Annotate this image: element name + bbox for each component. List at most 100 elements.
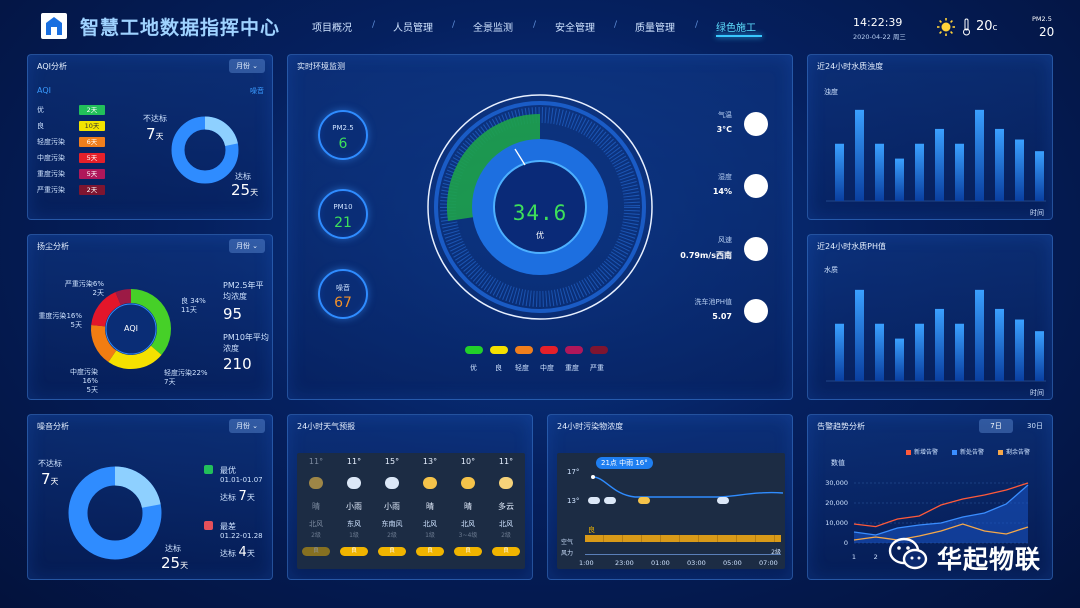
- pm25-circle: PM2.5 6: [318, 110, 368, 160]
- dust-slice: [115, 289, 132, 306]
- donut-center-label: AQI: [124, 324, 138, 333]
- rain-icon: [347, 477, 361, 489]
- slice-pct-moderate: 16%: [82, 377, 98, 385]
- forecast-column: 11° 晴北风 2级良: [299, 453, 333, 569]
- bar: [915, 323, 924, 381]
- x-axis-label: 时间: [1030, 389, 1044, 397]
- wind-row-line: [585, 554, 781, 555]
- wind-value: 0.79m/s西南: [680, 251, 732, 260]
- legend-swatch: [590, 346, 608, 354]
- ok-days: 25: [231, 181, 251, 199]
- forecast-column: 15° 小雨 东南风 2级良: [375, 453, 409, 569]
- ok-label: 达标: [235, 172, 251, 181]
- bar: [995, 128, 1004, 201]
- day-unit: 天: [155, 132, 164, 141]
- gauge-level: 优: [536, 231, 544, 240]
- temperature-line: [591, 475, 783, 498]
- aqi-label: AQI: [37, 86, 51, 95]
- header-pm25-value: 20: [1039, 25, 1055, 39]
- dust-slice: [91, 292, 122, 327]
- day-unit: 天: [50, 477, 59, 486]
- tooltip: 21点 中雨 16°: [596, 457, 653, 469]
- forecast-wind-dir: 东风: [347, 520, 361, 528]
- nav-tab-green[interactable]: 绿色施工: [716, 23, 756, 34]
- month-select-label: 月份: [236, 422, 251, 430]
- time-label: 23:00: [615, 559, 634, 567]
- forecast-temp: 15°: [384, 457, 400, 466]
- bar: [895, 338, 904, 381]
- forecast-wind-dir: 北风: [461, 520, 475, 528]
- turbidity-bar-chart: [826, 109, 1046, 202]
- moon-icon: [309, 477, 323, 489]
- rain-icon: [588, 497, 600, 504]
- legend-label: 中度: [540, 364, 554, 372]
- month-select[interactable]: 月份 ⌄: [229, 239, 265, 253]
- alarm-line-chart: 30,000 20,000 10,000 01 2: [825, 479, 1029, 561]
- clock-date: 2020-04-22 周三: [853, 33, 906, 41]
- tab-7d[interactable]: 7日: [979, 419, 1013, 433]
- bar: [835, 323, 844, 381]
- legend-label: 剩余告警: [1006, 449, 1031, 456]
- moon-icon: [423, 477, 437, 489]
- best-range: 01.01-01.07: [220, 476, 263, 484]
- nav-tab-personnel[interactable]: 人员管理: [393, 23, 433, 34]
- bar: [1035, 151, 1044, 201]
- logo: [41, 13, 67, 39]
- nav-separator: /: [452, 20, 456, 30]
- slice-pct-light: 22%: [192, 369, 208, 377]
- thermometer-icon: [962, 18, 971, 40]
- forecast-weather: 晴: [464, 502, 472, 511]
- forecast-column: 13° 晴北风 1级良: [413, 453, 447, 569]
- noise-panel: 噪音分析 月份 ⌄ 不达标 7天 达标 25天 最优 01.01-01.07 达标…: [27, 414, 273, 580]
- time-label: 05:00: [723, 559, 742, 567]
- forecast-box: 11° 晴北风 2级良 11° 小雨 东风 1级良 15° 小雨 东南风 2级良 13° 晴北风 1级良 1…: [297, 453, 525, 569]
- nav-tab-overview[interactable]: 项目概况: [312, 23, 352, 34]
- forecast-wind-level: 2级: [311, 532, 321, 539]
- not-ok-days: 7: [41, 470, 51, 488]
- month-select[interactable]: 月份 ⌄: [229, 419, 265, 433]
- gauge-value: 34.6: [512, 201, 568, 225]
- car-wash-icon: [744, 299, 768, 323]
- month-select[interactable]: 月份 ⌄: [229, 59, 265, 73]
- slice-label-severe: 严重污染: [64, 280, 93, 288]
- nav-tab-monitoring[interactable]: 全景监测: [473, 23, 513, 34]
- page-title: 智慧工地数据指挥中心: [80, 17, 281, 39]
- aqi-level-name: 严重污染: [37, 186, 65, 194]
- forecast-weather: 晴: [312, 502, 320, 511]
- y-tick-low: 13°: [567, 497, 580, 505]
- legend-label: 新增告警: [914, 449, 939, 456]
- wind-row-value: 2级: [771, 549, 781, 556]
- chevron-down-icon: ⌄: [252, 62, 258, 70]
- aqi-badge: 良: [492, 547, 520, 556]
- bar: [955, 143, 964, 201]
- tab-30d[interactable]: 30日: [1027, 422, 1043, 430]
- aqi-gauge: [427, 94, 653, 320]
- y-axis-label: 数值: [831, 459, 845, 467]
- nav-separator: /: [614, 20, 618, 30]
- noise-donut: [68, 466, 162, 560]
- slice-days-light: 7天: [164, 378, 176, 386]
- legend-swatch: [906, 450, 911, 455]
- best-ok-label: 达标: [220, 493, 236, 502]
- alarm-panel: 告警趋势分析 7日 30日 新增告警 新处告警 剩余告警 数值 30,000 20,0…: [807, 414, 1053, 580]
- temperature-value: 3°C: [716, 125, 732, 134]
- forecast-temp: 11°: [498, 457, 514, 466]
- y-tick-label: 10,000: [825, 519, 848, 527]
- nav-separator: /: [695, 20, 699, 30]
- slice-days-moderate: 5天: [86, 386, 98, 394]
- worst-ok-label: 达标: [220, 549, 236, 558]
- aqi-badge: 良: [454, 547, 482, 556]
- pm10-year-label: PM10年平均浓度: [223, 333, 269, 353]
- env-panel: 实时环境监测 PM2.5 6 PM10 21 噪音 67 34.6 优 气温 3°C …: [287, 54, 793, 400]
- bar: [995, 308, 1004, 381]
- nav-active-underline: [716, 35, 762, 37]
- aqi-level-name: 中度污染: [37, 154, 65, 162]
- x-axis-label: 时间: [1030, 209, 1044, 217]
- forecast-weather: 晴: [426, 502, 434, 511]
- time-label: 1:00: [579, 559, 594, 567]
- month-select-label: 月份: [236, 242, 251, 250]
- nav-tab-quality[interactable]: 质量管理: [635, 23, 675, 34]
- aqi-level-days: 2天: [79, 105, 105, 115]
- nav-tab-safety[interactable]: 安全管理: [555, 23, 595, 34]
- bar: [875, 143, 884, 201]
